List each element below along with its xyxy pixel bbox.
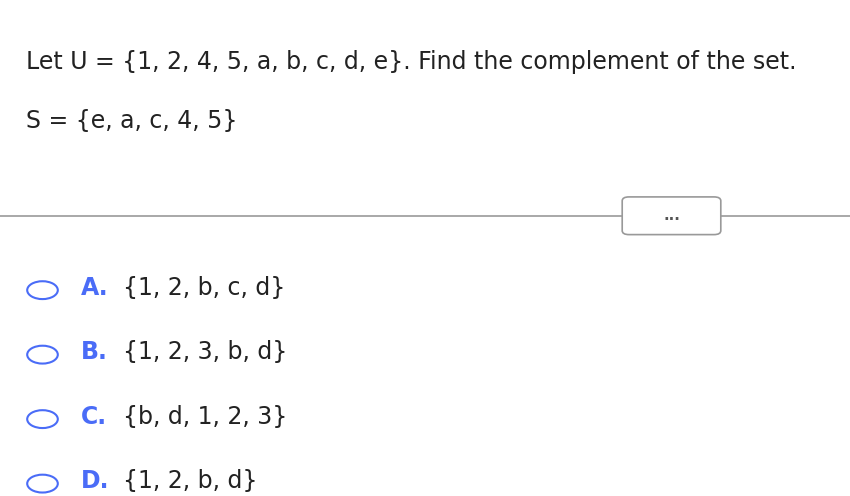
- Text: A.: A.: [81, 276, 109, 300]
- Text: {1, 2, 3, b, d}: {1, 2, 3, b, d}: [123, 340, 287, 364]
- FancyBboxPatch shape: [622, 197, 721, 235]
- Circle shape: [27, 410, 58, 428]
- Text: {b, d, 1, 2, 3}: {b, d, 1, 2, 3}: [123, 405, 287, 429]
- Text: ...: ...: [663, 208, 680, 223]
- Circle shape: [27, 281, 58, 299]
- Text: C.: C.: [81, 405, 107, 429]
- Text: S = {e, a, c, 4, 5}: S = {e, a, c, 4, 5}: [26, 109, 237, 133]
- Text: Let U = {1, 2, 4, 5, a, b, c, d, e}. Find the complement of the set.: Let U = {1, 2, 4, 5, a, b, c, d, e}. Fin…: [26, 50, 796, 73]
- Text: D.: D.: [81, 469, 110, 493]
- Circle shape: [27, 346, 58, 364]
- Text: {1, 2, b, d}: {1, 2, b, d}: [123, 469, 258, 493]
- Text: B.: B.: [81, 340, 108, 364]
- Text: {1, 2, b, c, d}: {1, 2, b, c, d}: [123, 276, 286, 300]
- Circle shape: [27, 475, 58, 493]
